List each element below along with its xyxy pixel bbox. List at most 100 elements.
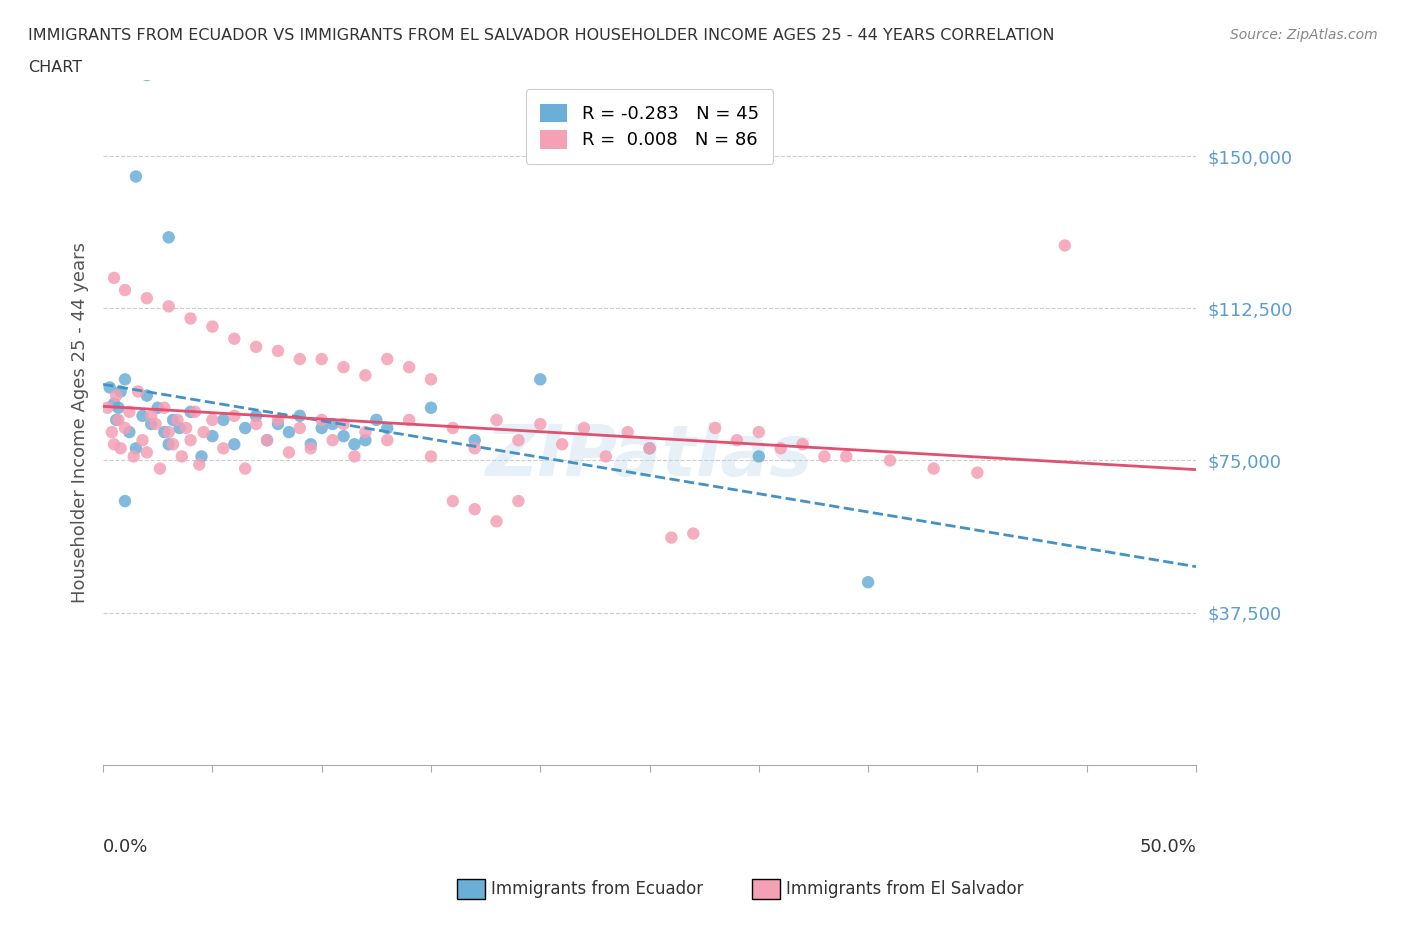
Point	[135, 388, 157, 403]
Point	[114, 283, 136, 298]
Point	[256, 432, 278, 447]
Point	[103, 271, 125, 286]
Point	[224, 331, 246, 346]
Point	[464, 441, 486, 456]
Point	[354, 425, 377, 440]
Point	[149, 461, 172, 476]
Point	[879, 453, 901, 468]
Point	[277, 445, 299, 459]
Point	[835, 449, 858, 464]
Point	[398, 360, 420, 375]
Point	[233, 461, 256, 476]
Point	[153, 425, 176, 440]
Point	[153, 400, 176, 415]
Point	[354, 432, 377, 447]
Point	[245, 339, 267, 354]
Point	[792, 437, 814, 452]
Point	[508, 494, 530, 509]
Point	[311, 413, 333, 428]
Point	[188, 458, 211, 472]
Point	[311, 420, 333, 435]
Point	[922, 461, 945, 476]
Point	[343, 437, 366, 452]
Point	[267, 413, 290, 428]
Point	[127, 384, 149, 399]
Point	[354, 368, 377, 383]
Point	[125, 169, 148, 184]
Point	[103, 396, 125, 411]
Point	[322, 417, 344, 432]
Point	[529, 417, 551, 432]
Point	[107, 413, 129, 428]
Point	[146, 400, 169, 415]
Point	[398, 413, 420, 428]
Point	[157, 230, 180, 245]
Point	[267, 417, 290, 432]
Point	[180, 311, 202, 325]
Point	[332, 429, 354, 444]
Point	[105, 413, 128, 428]
Point	[131, 408, 153, 423]
Point	[529, 372, 551, 387]
Point	[96, 400, 118, 415]
Point	[769, 441, 792, 456]
Point	[224, 408, 246, 423]
Point	[638, 441, 661, 456]
Point	[267, 343, 290, 358]
Point	[157, 437, 180, 452]
Point	[343, 449, 366, 464]
Point	[190, 449, 212, 464]
Point	[125, 441, 148, 456]
Point	[375, 420, 398, 435]
Point	[464, 432, 486, 447]
Point	[311, 352, 333, 366]
Point	[141, 417, 163, 432]
Point	[122, 449, 145, 464]
Point	[748, 449, 770, 464]
Point	[162, 437, 184, 452]
Point	[166, 413, 188, 428]
Point	[170, 449, 193, 464]
Point	[103, 437, 125, 452]
Point	[245, 417, 267, 432]
Point	[145, 417, 167, 432]
Text: Immigrants from El Salvador: Immigrants from El Salvador	[786, 880, 1024, 898]
Point	[131, 432, 153, 447]
Point	[682, 526, 704, 541]
Point	[114, 494, 136, 509]
Point	[288, 420, 311, 435]
Text: IMMIGRANTS FROM ECUADOR VS IMMIGRANTS FROM EL SALVADOR HOUSEHOLDER INCOME AGES 2: IMMIGRANTS FROM ECUADOR VS IMMIGRANTS FR…	[28, 28, 1054, 43]
Point	[114, 372, 136, 387]
Text: CHART: CHART	[28, 60, 82, 75]
Point	[725, 432, 748, 447]
Point	[201, 413, 224, 428]
Point	[107, 400, 129, 415]
Legend: R = -0.283   N = 45, R =  0.008   N = 86: R = -0.283 N = 45, R = 0.008 N = 86	[526, 89, 773, 164]
Point	[135, 445, 157, 459]
Point	[224, 437, 246, 452]
Point	[661, 530, 683, 545]
Point	[299, 441, 322, 456]
Point	[375, 352, 398, 366]
Point	[288, 352, 311, 366]
Point	[174, 420, 197, 435]
Point	[322, 432, 344, 447]
Point	[288, 408, 311, 423]
Point	[157, 299, 180, 313]
Point	[157, 425, 180, 440]
Point	[193, 425, 215, 440]
Point	[366, 413, 388, 428]
Point	[966, 465, 988, 480]
Point	[256, 432, 278, 447]
Point	[110, 441, 132, 456]
Point	[141, 408, 163, 423]
Point	[299, 437, 322, 452]
Text: 50.0%: 50.0%	[1139, 838, 1197, 856]
Point	[1053, 238, 1076, 253]
Point	[245, 408, 267, 423]
Point	[704, 420, 727, 435]
Point	[98, 380, 121, 395]
Point	[441, 420, 464, 435]
Point	[201, 429, 224, 444]
Text: 0.0%: 0.0%	[103, 838, 149, 856]
